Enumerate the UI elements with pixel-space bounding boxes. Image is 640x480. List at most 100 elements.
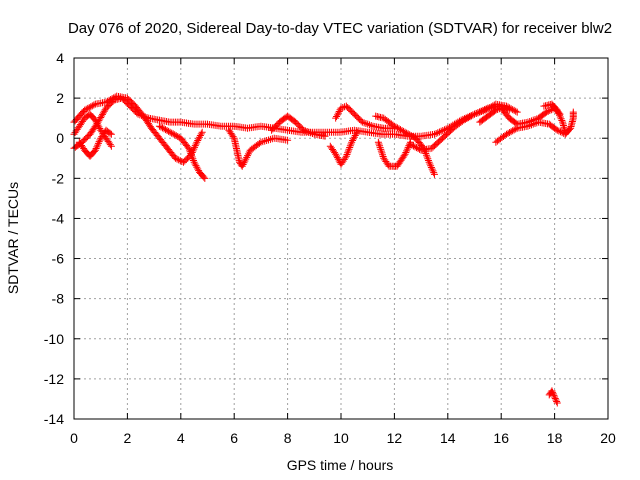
data-point	[551, 394, 559, 402]
x-tick-label: 8	[284, 430, 292, 446]
data-point	[556, 113, 564, 121]
data-point	[397, 126, 405, 134]
data-point	[337, 104, 345, 112]
data-point	[558, 116, 566, 124]
data-point	[332, 150, 340, 158]
data-point	[333, 154, 341, 162]
y-tick-label: -14	[44, 411, 64, 427]
grid-layer	[74, 58, 608, 419]
data-point	[552, 105, 560, 113]
data-point	[460, 116, 468, 124]
data-point	[504, 103, 512, 111]
data-point	[557, 115, 565, 123]
data-point	[158, 124, 166, 132]
y-tick-label: 0	[56, 130, 64, 146]
data-point	[305, 128, 313, 136]
data-point	[427, 163, 435, 171]
data-point	[187, 150, 195, 158]
data-point	[94, 139, 102, 147]
x-tick-label: 12	[387, 430, 403, 446]
data-point	[200, 173, 208, 181]
data-point	[510, 106, 518, 114]
data-point	[344, 149, 352, 157]
data-point	[423, 153, 431, 161]
data-point	[93, 120, 101, 128]
data-point	[191, 143, 199, 151]
data-point	[555, 110, 563, 118]
data-point	[406, 140, 414, 148]
data-point	[190, 158, 198, 166]
data-point	[168, 129, 176, 137]
x-tick-label: 0	[70, 430, 78, 446]
data-point	[408, 141, 416, 149]
data-point	[173, 155, 181, 163]
data-point	[379, 151, 387, 159]
data-point	[350, 133, 358, 141]
data-point	[229, 133, 237, 141]
data-point	[107, 96, 115, 104]
data-point	[155, 122, 163, 130]
data-point	[378, 149, 386, 157]
data-point	[186, 148, 194, 156]
data-point	[472, 109, 480, 117]
data-point	[553, 397, 561, 405]
data-point	[333, 111, 341, 119]
data-point	[346, 142, 354, 150]
data-point	[284, 136, 292, 144]
data-point	[430, 169, 438, 177]
chart-title: Day 076 of 2020, Sidereal Day-to-day VTE…	[68, 20, 612, 37]
data-point	[553, 126, 561, 134]
data-point	[461, 115, 469, 123]
data-point	[403, 147, 411, 155]
data-point	[555, 127, 563, 135]
data-point	[166, 128, 174, 136]
data-point	[395, 125, 403, 133]
data-point	[351, 132, 359, 140]
data-point	[556, 111, 564, 119]
data-point	[483, 105, 491, 113]
data-point	[426, 160, 434, 168]
data-point	[95, 123, 103, 131]
data-point	[198, 128, 206, 136]
data-point	[321, 132, 329, 140]
data-point	[390, 122, 398, 130]
data-point	[471, 110, 478, 118]
data-point	[543, 108, 551, 116]
data-point	[376, 142, 384, 150]
data-point	[99, 109, 107, 117]
data-point	[479, 107, 487, 115]
data-point	[195, 133, 203, 141]
x-tick-label: 10	[333, 430, 349, 446]
data-point	[84, 104, 92, 112]
x-tick-label: 14	[440, 430, 456, 446]
y-tick-label: -8	[52, 291, 65, 307]
data-point	[100, 107, 108, 115]
data-point	[546, 107, 554, 115]
data-point	[201, 174, 209, 182]
data-point	[334, 155, 342, 163]
data-point	[334, 109, 342, 117]
x-tick-label: 18	[547, 430, 563, 446]
y-tick-label: -12	[44, 371, 64, 387]
data-point	[429, 167, 437, 175]
data-point	[411, 143, 419, 151]
data-point	[174, 133, 182, 141]
data-point	[524, 122, 532, 130]
data-point	[467, 112, 475, 120]
data-point	[495, 105, 503, 113]
data-point	[375, 140, 383, 148]
data-point	[401, 150, 409, 158]
data-point	[393, 124, 401, 132]
data-point	[430, 130, 438, 138]
series-trace-g	[268, 112, 329, 140]
data-point	[309, 130, 317, 138]
series-trace-n	[492, 108, 577, 146]
data-point	[191, 142, 199, 150]
data-point	[466, 113, 474, 121]
data-point	[194, 165, 202, 173]
data-point	[549, 388, 557, 396]
data-point	[374, 138, 382, 146]
data-point	[503, 130, 511, 138]
data-point	[364, 120, 372, 128]
data-point	[197, 130, 205, 138]
